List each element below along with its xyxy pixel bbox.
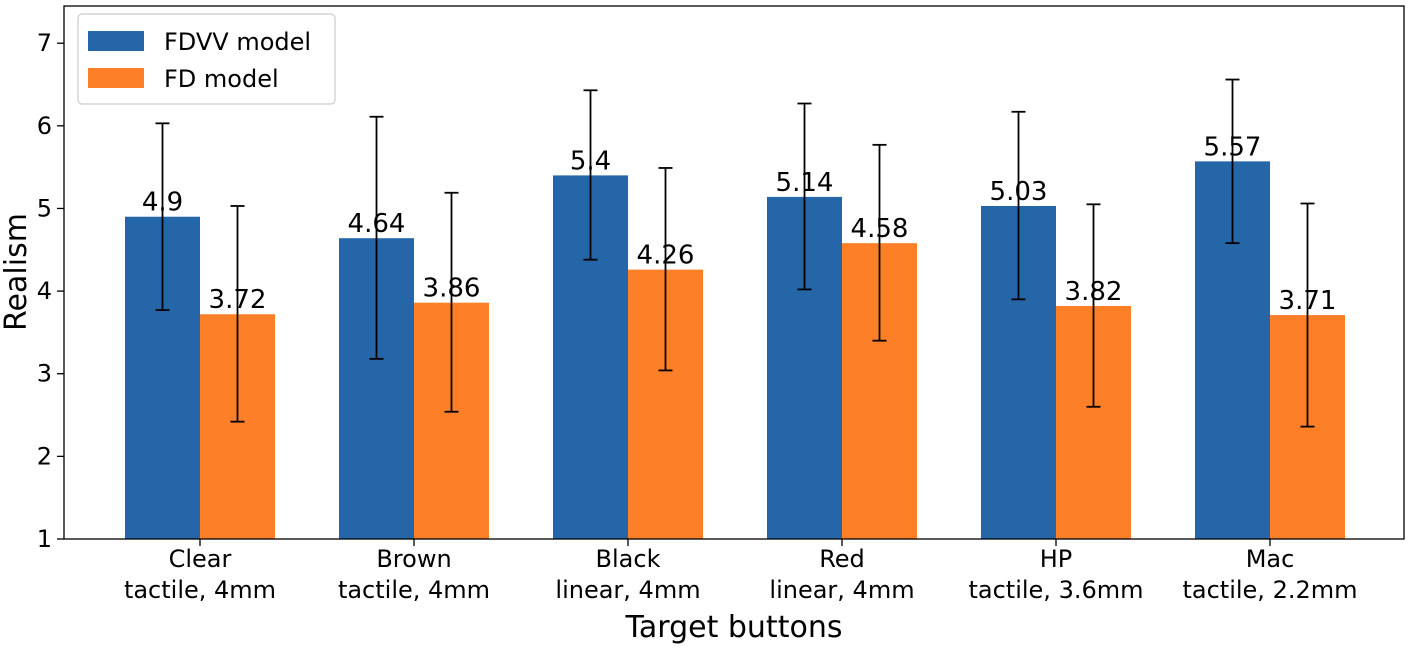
legend-label-fd: FD model <box>164 65 279 93</box>
legend-label-fdvv: FDVV model <box>164 28 311 56</box>
error-bar-fdvv <box>1011 110 1026 301</box>
error-bar-fd <box>658 167 673 372</box>
value-label-fd: 3.72 <box>209 285 267 315</box>
plot-area-frame <box>63 5 1405 540</box>
y-tick-label: 4 <box>37 277 52 305</box>
error-bars-layer <box>155 78 1315 428</box>
value-label-fd: 3.86 <box>423 274 481 304</box>
value-label-fd: 3.71 <box>1279 286 1337 316</box>
legend-swatch-fd <box>88 68 144 88</box>
value-label-fdvv: 5.4 <box>570 146 611 176</box>
error-bar-fdvv <box>583 89 598 261</box>
x-axis-title: Target buttons <box>625 610 843 645</box>
error-bar-fdvv <box>155 122 170 311</box>
x-tick-label: HP tactile, 3.6mm <box>968 545 1143 604</box>
error-bar-fdvv <box>797 102 812 291</box>
value-labels-layer: 4.9 4.64 5.4 5.14 5.03 5.57 3.72 3.86 4.26 4.58 3.… <box>142 132 1337 316</box>
value-label-fdvv: 5.03 <box>990 177 1048 207</box>
x-tick-label: Black linear, 4mm <box>555 545 700 604</box>
y-tick-label: 7 <box>37 29 52 57</box>
error-bar-fd <box>872 143 887 342</box>
value-label-fd: 3.82 <box>1065 277 1123 307</box>
x-tick-label: Red linear, 4mm <box>769 545 914 604</box>
error-bar-fd <box>230 205 245 423</box>
error-bar-fdvv <box>1225 78 1240 245</box>
error-bar-fd <box>1086 203 1101 408</box>
y-tick-label: 2 <box>37 442 52 470</box>
value-label-fd: 4.26 <box>637 241 695 271</box>
error-bar-fd <box>444 191 459 413</box>
y-tick-label: 6 <box>37 112 52 140</box>
x-tick-label: Mac tactile, 2.2mm <box>1182 545 1357 604</box>
y-tick-label: 5 <box>37 194 52 222</box>
legend-swatch-fdvv <box>88 31 144 51</box>
value-label-fdvv: 5.57 <box>1204 132 1262 162</box>
y-axis: 1 2 3 4 5 6 7 <box>37 29 64 553</box>
bars-layer <box>125 161 1345 539</box>
value-label-fdvv: 4.64 <box>348 209 406 239</box>
y-axis-title: Realism <box>0 213 34 331</box>
x-axis: Clear tactile, 4mm Brown tactile, 4mm Black l… <box>124 539 1358 604</box>
y-tick-label: 3 <box>37 360 52 388</box>
x-tick-label: Clear tactile, 4mm <box>124 545 276 604</box>
legend: FDVV model FD model <box>77 13 336 105</box>
value-label-fdvv: 5.14 <box>776 168 834 198</box>
error-bar-fdvv <box>369 115 384 360</box>
x-tick-label: Brown tactile, 4mm <box>338 545 490 604</box>
value-label-fd: 4.58 <box>851 214 909 244</box>
error-bar-fd <box>1300 202 1315 428</box>
value-label-fdvv: 4.9 <box>142 188 183 218</box>
y-tick-label: 1 <box>37 525 52 553</box>
